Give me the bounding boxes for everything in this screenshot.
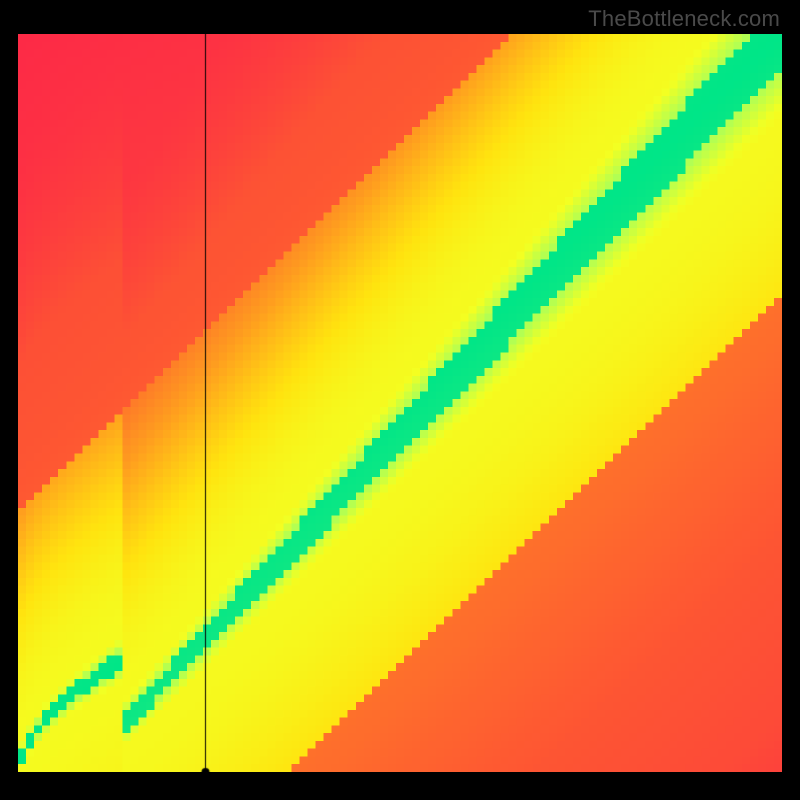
heatmap-canvas: [18, 34, 782, 772]
watermark-text: TheBottleneck.com: [588, 6, 780, 32]
chart-container: TheBottleneck.com: [0, 0, 800, 800]
